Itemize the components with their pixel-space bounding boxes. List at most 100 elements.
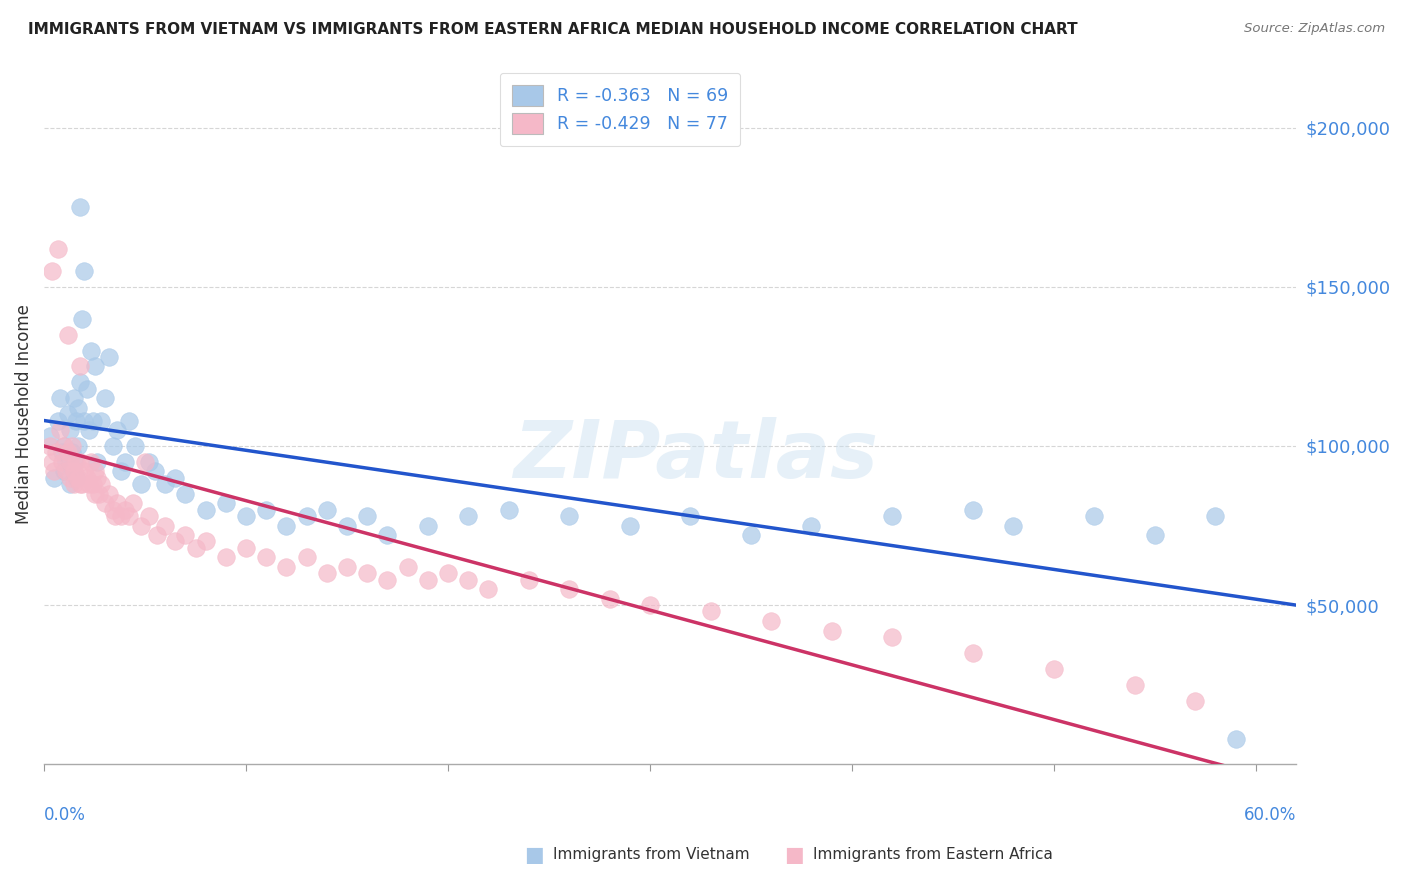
Legend: R = -0.363   N = 69, R = -0.429   N = 77: R = -0.363 N = 69, R = -0.429 N = 77: [499, 73, 741, 146]
Point: [1225, 731, 1247, 746]
Point: [76, 382, 98, 396]
Point: [315, 502, 337, 516]
Text: IMMIGRANTS FROM VIETNAM VS IMMIGRANTS FROM EASTERN AFRICA MEDIAN HOUSEHOLD INCOM: IMMIGRANTS FROM VIETNAM VS IMMIGRANTS FR…: [28, 22, 1078, 37]
Point: [86, 471, 108, 485]
Text: 0.0%: 0.0%: [44, 806, 86, 824]
Point: [134, 455, 156, 469]
Point: [1204, 508, 1226, 523]
Point: [105, 496, 128, 510]
Point: [97, 350, 120, 364]
Point: [97, 487, 120, 501]
Point: [146, 528, 169, 542]
Point: [295, 550, 318, 565]
Point: [110, 465, 132, 479]
Point: [619, 518, 641, 533]
Point: [101, 439, 124, 453]
Point: [114, 502, 136, 516]
Point: [114, 455, 136, 469]
Point: [416, 518, 439, 533]
Text: ■: ■: [524, 845, 544, 864]
Point: [63, 391, 86, 405]
Point: [235, 541, 257, 555]
Point: [67, 471, 90, 485]
Point: [83, 487, 105, 501]
Text: ZIPatlas: ZIPatlas: [513, 417, 877, 495]
Point: [457, 573, 479, 587]
Point: [101, 502, 124, 516]
Point: [69, 200, 91, 214]
Point: [740, 528, 762, 542]
Point: [69, 455, 91, 469]
Point: [55, 465, 77, 479]
Point: [174, 487, 197, 501]
Point: [69, 359, 91, 374]
Point: [215, 496, 238, 510]
Point: [124, 439, 146, 453]
Point: [58, 445, 80, 459]
Point: [800, 518, 823, 533]
Point: [962, 646, 984, 660]
Point: [599, 591, 621, 606]
Point: [165, 534, 187, 549]
Point: [558, 508, 581, 523]
Point: [882, 508, 904, 523]
Point: [336, 560, 359, 574]
Point: [396, 560, 419, 574]
Point: [53, 439, 76, 453]
Point: [1123, 678, 1146, 692]
Point: [65, 413, 87, 427]
Point: [51, 445, 73, 459]
Point: [46, 413, 69, 427]
Point: [59, 477, 82, 491]
Point: [679, 508, 702, 523]
Point: [73, 264, 96, 278]
Point: [276, 518, 298, 533]
Point: [110, 508, 132, 523]
Point: [1043, 662, 1066, 676]
Point: [1143, 528, 1166, 542]
Point: [53, 465, 76, 479]
Point: [79, 343, 101, 358]
Point: [39, 439, 62, 453]
Point: [184, 541, 207, 555]
Point: [215, 550, 238, 565]
Point: [63, 477, 86, 491]
Point: [155, 518, 177, 533]
Point: [59, 455, 82, 469]
Point: [55, 455, 77, 469]
Point: [69, 477, 91, 491]
Point: [105, 423, 128, 437]
Point: [49, 391, 72, 405]
Point: [93, 496, 115, 510]
Point: [356, 566, 378, 581]
Point: [336, 518, 359, 533]
Point: [73, 413, 96, 427]
Point: [104, 508, 127, 523]
Text: ■: ■: [785, 845, 804, 864]
Point: [58, 407, 80, 421]
Point: [129, 518, 152, 533]
Point: [295, 508, 318, 523]
Point: [60, 445, 83, 459]
Point: [44, 465, 66, 479]
Point: [83, 465, 105, 479]
Point: [276, 560, 298, 574]
Point: [437, 566, 460, 581]
Point: [377, 528, 399, 542]
Point: [962, 502, 984, 516]
Point: [122, 496, 145, 510]
Point: [73, 465, 96, 479]
Point: [377, 573, 399, 587]
Y-axis label: Median Household Income: Median Household Income: [15, 304, 32, 524]
Point: [82, 413, 104, 427]
Point: [315, 566, 337, 581]
Point: [51, 455, 73, 469]
Text: Immigrants from Eastern Africa: Immigrants from Eastern Africa: [813, 847, 1053, 862]
Point: [59, 471, 82, 485]
Point: [76, 471, 98, 485]
Point: [129, 477, 152, 491]
Point: [882, 630, 904, 644]
Point: [67, 439, 90, 453]
Point: [72, 311, 94, 326]
Point: [65, 471, 87, 485]
